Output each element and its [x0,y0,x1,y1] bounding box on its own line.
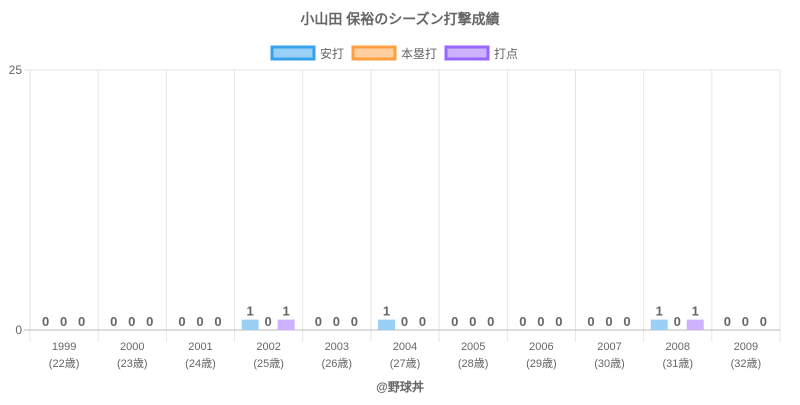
bar-打点 [277,319,295,330]
y-tick-label: 25 [9,63,23,77]
data-label: 0 [128,314,135,329]
data-label: 0 [265,314,272,329]
legend-label-2: 打点 [494,47,518,61]
x-tick-label: 2001 [188,341,212,353]
legend-swatch-0 [270,45,316,61]
bar-安打 [241,319,259,330]
x-tick-label: 2006 [529,341,553,353]
x-tick-label: 2005 [461,341,485,353]
data-label: 0 [605,314,612,329]
legend-label-1: 本塁打 [401,47,437,61]
data-label: 0 [315,314,322,329]
x-tick-label: 2002 [256,341,280,353]
x-tick-label: 2004 [393,341,417,353]
x-tick-sublabel: (31歳) [662,357,693,370]
data-label: 0 [469,314,476,329]
x-tick-label: 2009 [734,341,758,353]
data-label: 1 [692,304,699,319]
data-label: 0 [178,314,185,329]
data-label: 0 [487,314,494,329]
data-label: 0 [146,314,153,329]
data-label: 0 [674,314,681,329]
bar-打点 [686,319,704,330]
data-label: 0 [333,314,340,329]
data-label: 0 [537,314,544,329]
data-label: 0 [42,314,49,329]
x-tick-label: 2007 [597,341,621,353]
data-label: 0 [623,314,630,329]
x-tick-sublabel: (25歳) [253,357,284,370]
x-tick-sublabel: (30歳) [594,357,625,370]
legend-swatch-1 [351,45,397,61]
bar-安打 [650,319,668,330]
data-label: 1 [247,304,254,319]
data-label: 0 [60,314,67,329]
grid: 25 0 [9,63,781,342]
data-label: 0 [451,314,458,329]
x-tick-sublabel: (28歳) [458,357,489,370]
x-tick-sublabel: (32歳) [731,357,762,370]
x-tick-sublabel: (22歳) [49,357,80,370]
x-tick-sublabel: (23歳) [117,357,148,370]
data-label: 0 [742,314,749,329]
legend-label-0: 安打 [320,46,344,61]
data-label: 0 [110,314,117,329]
data-label: 0 [351,314,358,329]
legend: 安打 本塁打 打点 [270,45,518,61]
x-tick-sublabel: (29歳) [526,357,557,370]
data-label: 0 [587,314,594,329]
x-tick-label: 1999 [52,341,76,353]
data-label: 1 [283,304,290,319]
data-label: 0 [214,314,221,329]
data-label: 0 [519,314,526,329]
data-label: 0 [401,314,408,329]
x-tick-sublabel: (27歳) [390,357,421,370]
x-tick-sublabel: (24歳) [185,357,216,370]
data-label: 0 [724,314,731,329]
data-label: 0 [78,314,85,329]
data-label: 0 [196,314,203,329]
bars [241,319,704,330]
bar-安打 [378,319,395,330]
y-tick-label: 0 [15,323,22,337]
data-label: 1 [383,304,390,319]
x-tick-label: 2008 [665,341,689,353]
x-tick-label: 2000 [120,341,144,353]
footer-credit: @野球丼 [376,379,424,394]
data-label: 0 [419,314,426,329]
data-label: 0 [555,314,562,329]
data-label: 1 [656,304,663,319]
x-tick-sublabel: (26歳) [322,357,353,370]
x-tick-label: 2003 [325,341,349,353]
chart-title: 小山田 保裕のシーズン打撃成績 [300,11,499,27]
legend-swatch-2 [444,45,490,61]
data-label: 0 [760,314,767,329]
